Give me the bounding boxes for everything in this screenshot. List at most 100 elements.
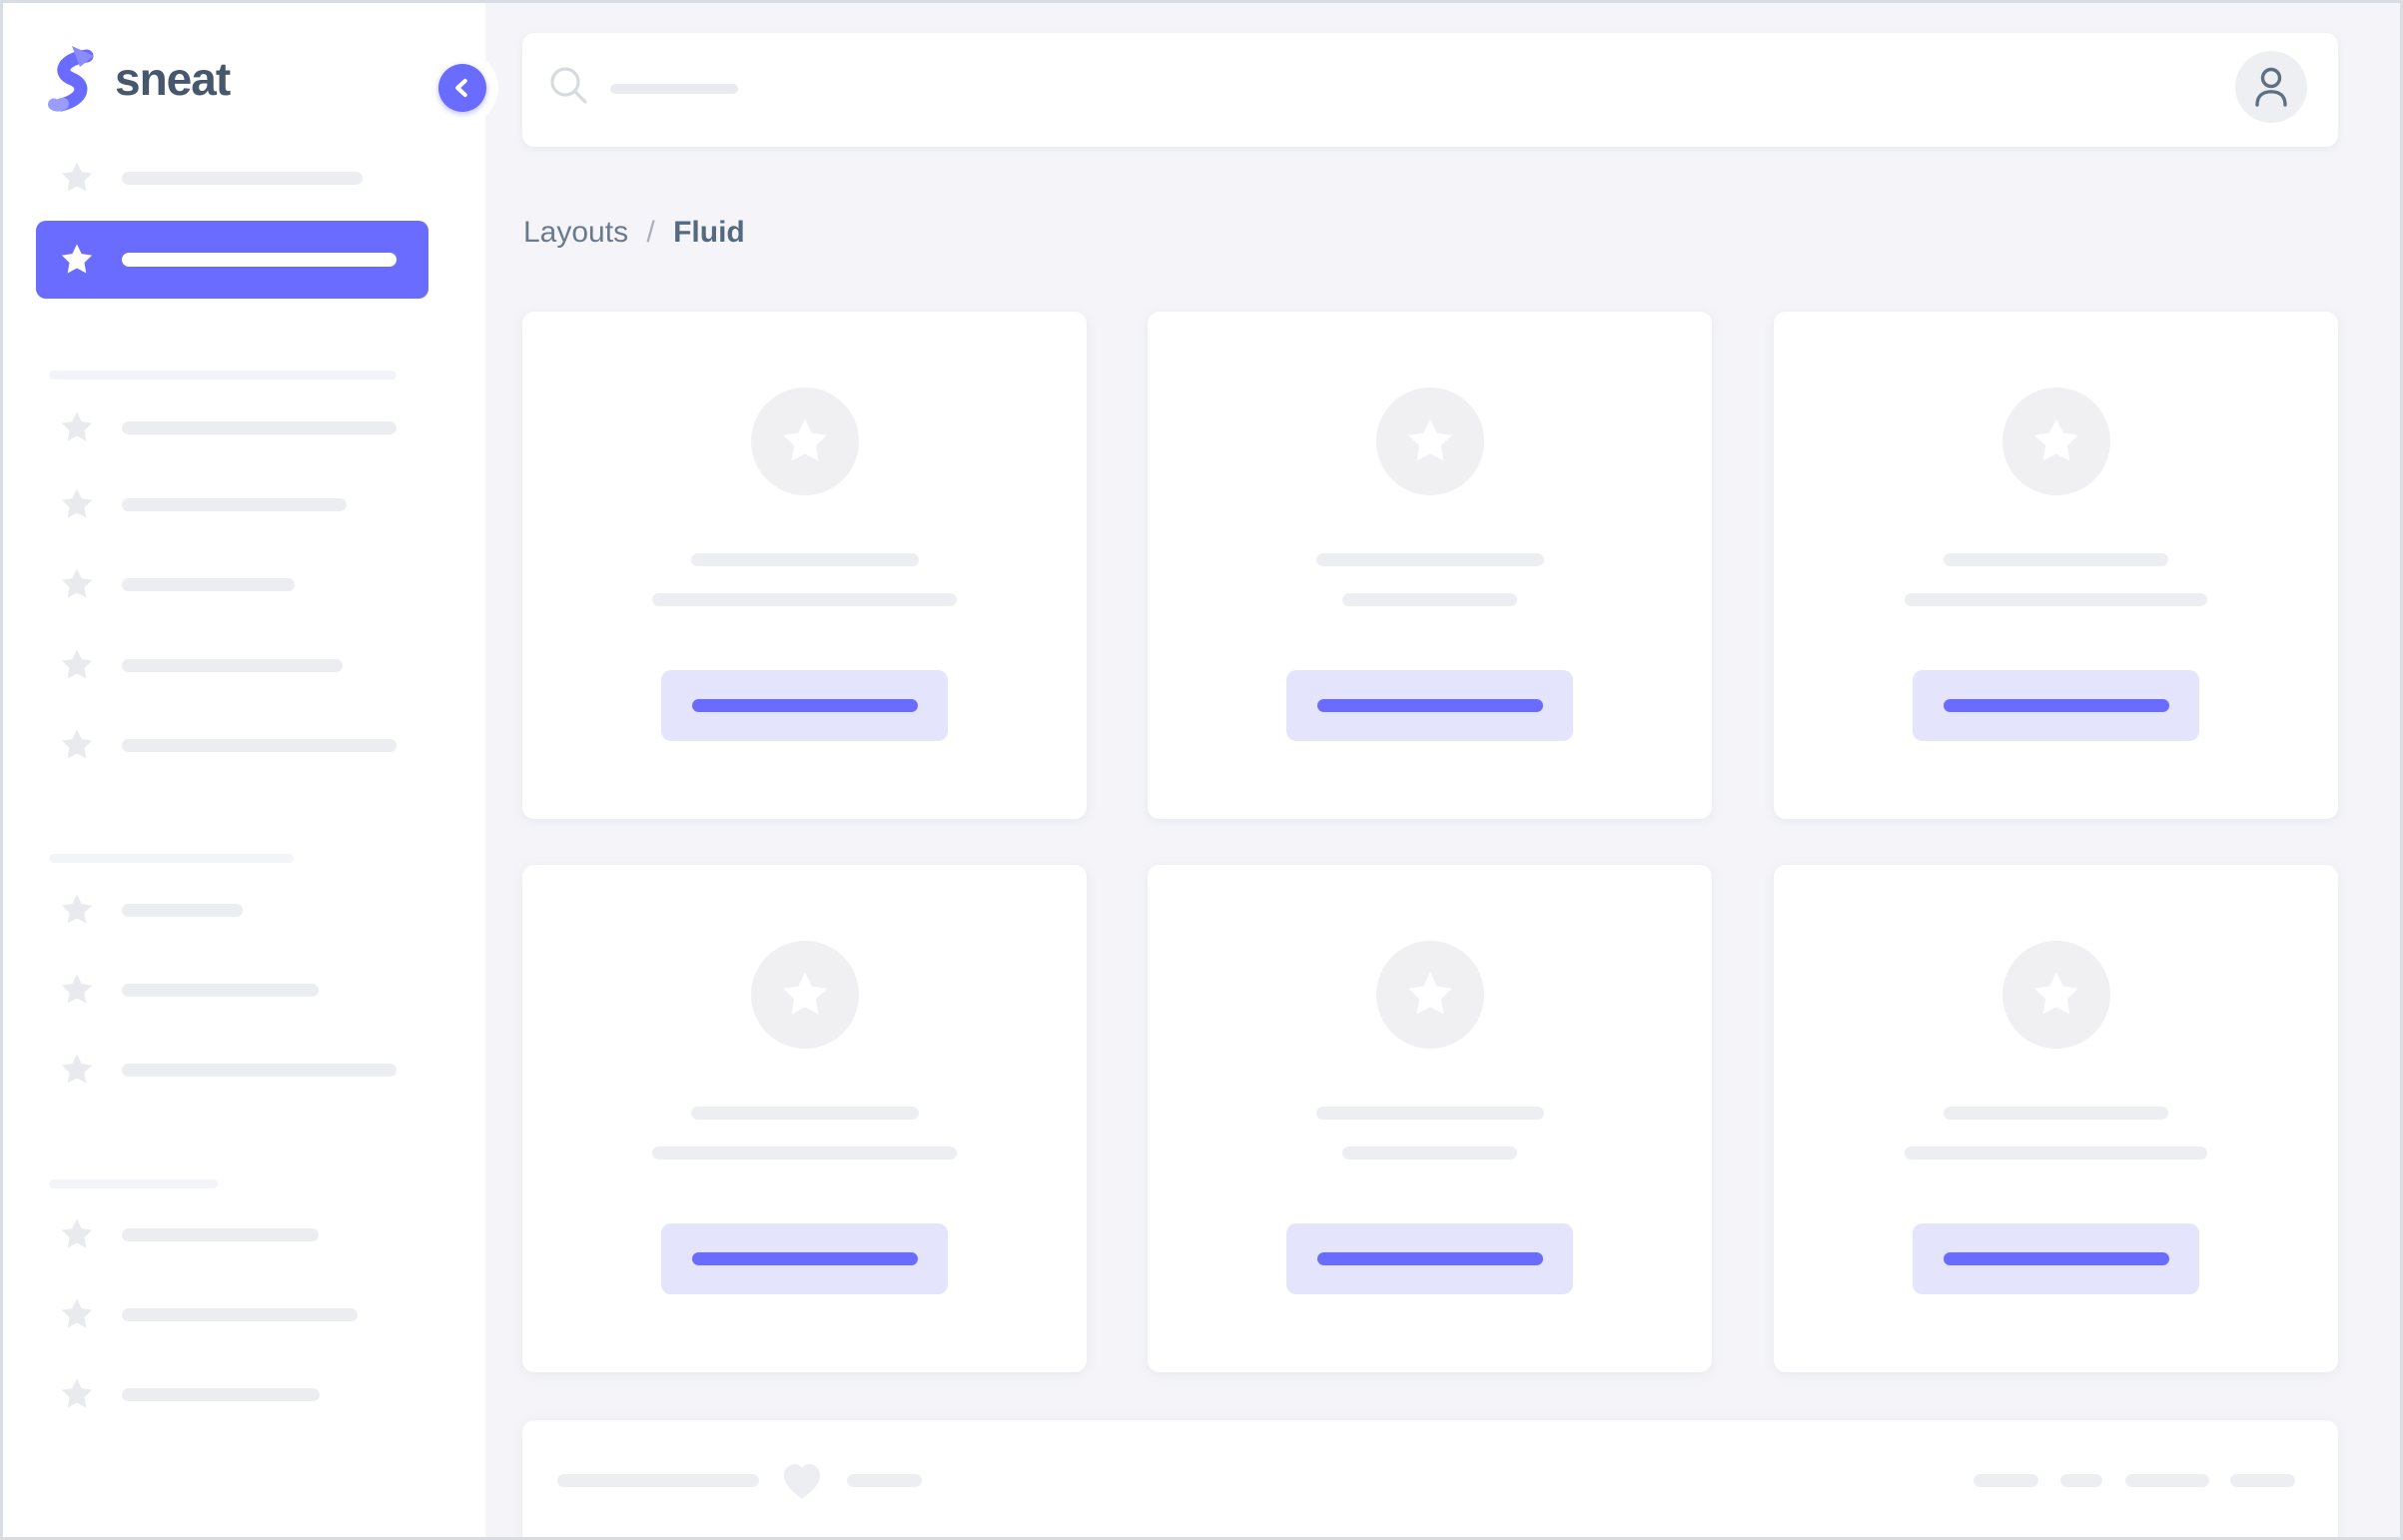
star-icon [1408,418,1452,461]
card-action-button[interactable] [661,1223,948,1294]
star-icon [783,972,827,1015]
card-action-button[interactable] [661,670,948,741]
content-card [522,865,1087,1372]
card-subtitle-placeholder [1905,593,2207,606]
sidebar-item[interactable] [3,1202,462,1266]
star-icon [61,488,93,518]
card-action-button[interactable] [1286,670,1573,741]
sidebar-item-label-placeholder [122,659,343,672]
breadcrumb-section[interactable]: Layouts [523,216,629,249]
card-button-label-placeholder [691,1252,918,1265]
card-star-avatar [751,941,859,1049]
footer-placeholder-bar [847,1474,922,1487]
card-action-button[interactable] [1913,1223,2199,1294]
sneat-logo-icon [48,46,94,112]
card-title-placeholder [1315,1107,1544,1120]
sidebar-item-label-placeholder [122,172,363,185]
sidebar-item[interactable] [3,395,462,459]
footer-placeholder-bar [2230,1474,2295,1487]
card-title-placeholder [690,553,919,566]
sidebar-item[interactable] [3,958,462,1022]
star-icon [61,974,93,1004]
content-card [1774,312,2338,819]
star-icon [2034,972,2078,1015]
card-star-avatar [1376,387,1484,495]
card-star-avatar [2002,941,2110,1049]
sidebar-item-label-placeholder [122,904,243,917]
sidebar: sneat [3,3,485,1537]
sidebar-item-label-placeholder [122,984,319,997]
star-icon [61,649,93,679]
sidebar-item-active[interactable] [36,221,428,299]
card-title-placeholder [1944,1107,2168,1120]
card-star-avatar [751,387,859,495]
footer-placeholder-bar [1974,1474,2038,1487]
sidebar-item-label-placeholder [122,1308,358,1321]
sidebar-item-label-placeholder [122,421,397,434]
card-subtitle-placeholder [1905,1147,2207,1159]
sidebar-section-divider [49,371,397,380]
star-icon [61,894,93,924]
content-card [1148,865,1712,1372]
star-icon [61,411,93,441]
brand-name: sneat [115,53,231,105]
card-subtitle-placeholder [1342,1147,1517,1159]
content-card [1148,312,1712,819]
person-icon [2255,67,2287,107]
card-button-label-placeholder [691,699,918,712]
card-button-label-placeholder [1943,699,2169,712]
sidebar-item[interactable] [3,633,462,697]
star-icon [61,1054,93,1084]
card-title-placeholder [1315,553,1544,566]
footer-card [522,1420,2338,1537]
breadcrumb-current-page: Fluid [673,216,745,249]
sidebar-item[interactable] [3,878,462,942]
card-star-avatar [2002,387,2110,495]
content-card [522,312,1087,819]
star-icon [2034,418,2078,461]
sidebar-item-label-placeholder [122,1388,320,1401]
search-bar[interactable] [522,33,2338,147]
card-button-label-placeholder [1316,1252,1543,1265]
sidebar-item[interactable] [3,1282,462,1346]
sidebar-item[interactable] [3,552,462,616]
sidebar-item-label-placeholder [122,253,397,267]
sidebar-section-divider [49,854,294,863]
sidebar-collapse-button[interactable] [438,64,486,112]
sidebar-item[interactable] [3,1038,462,1102]
star-icon [61,729,93,759]
footer-placeholder-bar [2125,1474,2209,1487]
card-subtitle-placeholder [652,1147,957,1159]
star-icon [61,1218,93,1248]
sidebar-item-label-placeholder [122,739,397,752]
card-subtitle-placeholder [652,593,957,606]
content-card [1774,865,2338,1372]
breadcrumb-separator: / [646,216,655,249]
card-star-avatar [1376,941,1484,1049]
search-icon [550,67,587,104]
footer-placeholder-bar [557,1474,759,1487]
user-avatar[interactable] [2235,51,2307,123]
brand[interactable]: sneat [47,43,231,115]
card-button-label-placeholder [1943,1252,2169,1265]
card-action-button[interactable] [1913,670,2199,741]
heart-icon [784,1464,820,1499]
sidebar-item[interactable] [3,1362,462,1426]
breadcrumb: Layouts / Fluid [523,215,745,251]
footer-placeholder-bar [2060,1474,2102,1487]
search-placeholder-bar [610,84,738,94]
star-icon [61,568,93,598]
sidebar-item[interactable] [3,146,462,210]
star-icon [61,244,93,274]
sidebar-section-divider [49,1179,218,1188]
card-title-placeholder [690,1107,919,1120]
card-title-placeholder [1944,553,2168,566]
card-action-button[interactable] [1286,1223,1573,1294]
card-button-label-placeholder [1316,699,1543,712]
star-icon [1408,972,1452,1015]
sidebar-item-label-placeholder [122,498,347,511]
sidebar-item[interactable] [3,713,462,777]
sidebar-item[interactable] [3,472,462,536]
star-icon [61,162,93,192]
